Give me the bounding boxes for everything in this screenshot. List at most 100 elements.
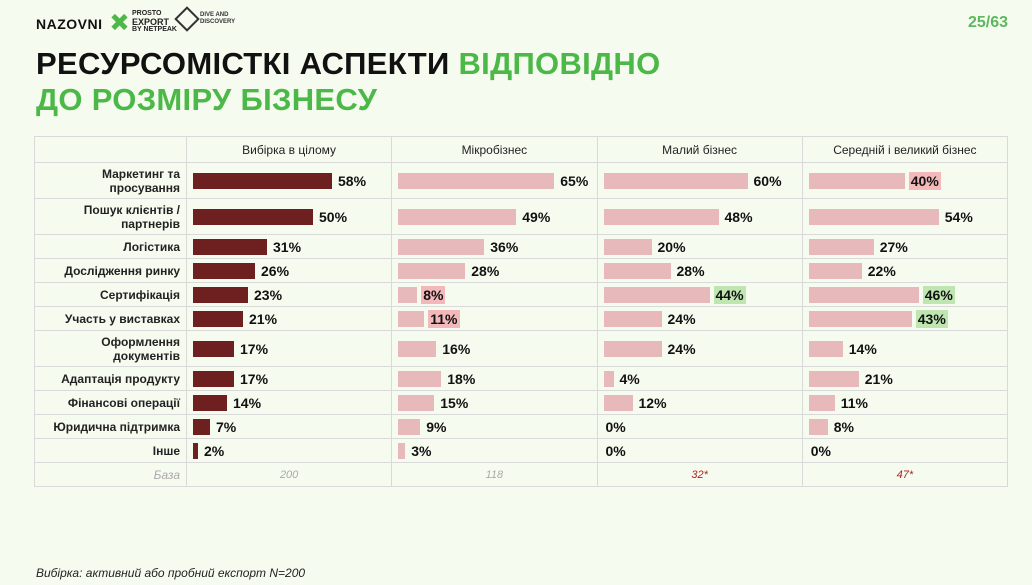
bar (193, 310, 243, 327)
data-label: 58% (338, 172, 367, 189)
bar-cell: 14% (185, 390, 393, 415)
prosto-logo-line1: PROSTO (132, 10, 162, 17)
data-label: 8% (833, 418, 854, 435)
bar-cell: 31% (185, 234, 393, 259)
data-label: 44% (713, 285, 746, 304)
data-label: 43% (915, 309, 948, 328)
bar-cell: 49% (391, 198, 598, 235)
data-label: 31% (273, 238, 302, 255)
category-label: Сертифікація (34, 282, 187, 307)
table-row: Дослідження ринку 26% 28% 28% 22% (34, 258, 1009, 283)
bar (603, 340, 662, 357)
bar (193, 238, 267, 255)
bar (603, 370, 614, 387)
bar (603, 208, 719, 225)
data-label: 22% (867, 262, 896, 279)
data-label: 0% (605, 418, 626, 435)
bar-cell: 0% (801, 438, 1009, 463)
dive-logo-line1: DIVE AND (200, 12, 229, 18)
category-label: Дослідження ринку (34, 258, 187, 283)
data-label: 15% (440, 394, 469, 411)
table-row: Маркетинг та просування 58% 65% 60% 40% (34, 162, 1009, 199)
data-label: 27% (879, 238, 908, 255)
base-value: 47* (801, 462, 1009, 487)
bar-cell: 26% (185, 258, 393, 283)
column-header: Мікробізнес (391, 136, 598, 163)
bar (193, 208, 313, 225)
nazovni-logo: NAZOVNI (36, 16, 103, 32)
bar (808, 208, 939, 225)
table-row: Пошук клієнтів / партнерів 50% 49% 48% 54% (34, 198, 1009, 235)
title-part1: РЕСУРСОМІСТКІ АСПЕКТИ (36, 46, 459, 81)
bar (398, 442, 406, 459)
bar-cell: 36% (391, 234, 598, 259)
bar-cell: 3% (391, 438, 598, 463)
prosto-export-logo: PROSTO EXPORT BY NETPEAK (110, 10, 177, 34)
bar-cell: 11% (801, 390, 1009, 415)
bar (193, 418, 210, 435)
data-label: 16% (442, 340, 471, 357)
bar-cell: 27% (801, 234, 1009, 259)
base-value: 118 (391, 462, 598, 487)
bar (193, 340, 234, 357)
bar (193, 370, 234, 387)
data-label: 50% (319, 208, 348, 225)
bar (808, 340, 843, 357)
bar (193, 442, 198, 459)
bar (193, 262, 255, 279)
table-row: Сертифікація 23% 8% 44% 46% (34, 282, 1009, 307)
bar (808, 370, 859, 387)
data-label: 9% (426, 418, 447, 435)
data-label: 24% (667, 310, 696, 327)
data-label: 60% (753, 172, 782, 189)
header-empty-cell (34, 136, 187, 163)
bar-cell: 21% (185, 306, 393, 331)
category-label: Адаптація продукту (34, 366, 187, 391)
column-header: Малий бізнес (596, 136, 803, 163)
table-row: Адаптація продукту 17% 18% 4% 21% (34, 366, 1009, 391)
bar-cell: 2% (185, 438, 393, 463)
bar-cell: 21% (801, 366, 1009, 391)
title-line2: ДО РОЗМІРУ БІЗНЕСУ (36, 82, 378, 117)
bar (808, 394, 835, 411)
bar-cell: 54% (801, 198, 1009, 235)
category-label: Оформлення документів (34, 330, 187, 367)
bar-cell: 50% (185, 198, 393, 235)
chart-table: Вибірка в цілому Мікробізнес Малий бізне… (34, 136, 1009, 487)
bar (808, 418, 828, 435)
category-label: Пошук клієнтів / партнерів (34, 198, 187, 235)
bar (398, 208, 517, 225)
bar-cell: 24% (596, 330, 803, 367)
data-label: 3% (411, 442, 432, 459)
data-label: 20% (657, 238, 686, 255)
bar-cell: 28% (596, 258, 803, 283)
data-label: 23% (254, 286, 283, 303)
data-label: 28% (471, 262, 500, 279)
data-label: 14% (848, 340, 877, 357)
table-row: Інше 2% 3% 0% 0% (34, 438, 1009, 463)
data-label: 11% (840, 394, 868, 411)
bar-cell: 15% (391, 390, 598, 415)
category-label: Інше (34, 438, 187, 463)
data-label: 11% (428, 309, 460, 328)
bar (398, 262, 466, 279)
data-label: 26% (261, 262, 290, 279)
category-label: Участь у виставках (34, 306, 187, 331)
bar (193, 172, 332, 189)
bar (398, 172, 555, 189)
table-row: Логістика 31% 36% 20% 27% (34, 234, 1009, 259)
bar (398, 340, 437, 357)
data-label: 24% (667, 340, 696, 357)
bar-cell: 40% (801, 162, 1009, 199)
title-part2: ВІДПОВІДНО (458, 46, 661, 81)
bar (808, 286, 919, 303)
bar (398, 370, 442, 387)
bar-cell: 60% (596, 162, 803, 199)
data-label: 54% (944, 208, 973, 225)
bar (603, 238, 652, 255)
bar-cell: 9% (391, 414, 598, 439)
data-label: 28% (676, 262, 705, 279)
bar-cell: 28% (391, 258, 598, 283)
bar (398, 286, 418, 303)
bar (398, 310, 425, 327)
